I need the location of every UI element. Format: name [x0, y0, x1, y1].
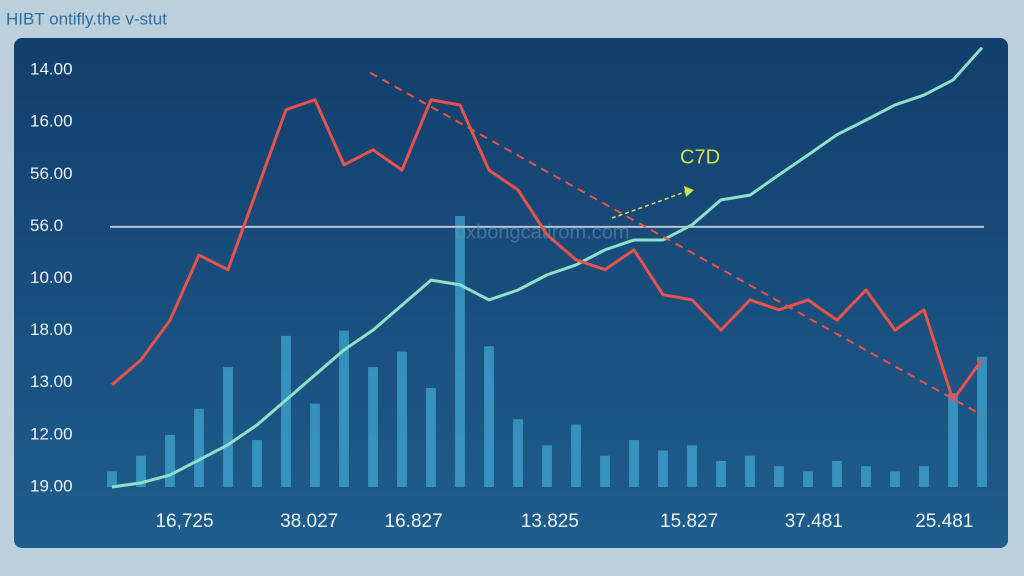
bar — [861, 466, 871, 487]
line — [111, 46, 984, 489]
annotation: C7D — [680, 146, 720, 168]
bar — [484, 346, 494, 487]
x-tick-label: 16,725 — [155, 511, 213, 532]
y-tick-label: 18.00 — [30, 320, 73, 339]
line — [111, 98, 984, 402]
bar — [194, 408, 204, 487]
y-tick-label: 10.00 — [30, 268, 73, 287]
bar — [455, 215, 465, 488]
bar — [948, 393, 958, 487]
bar — [629, 440, 639, 487]
bar — [107, 471, 117, 487]
bar — [600, 455, 610, 487]
bar — [977, 356, 987, 487]
bar — [426, 387, 436, 487]
chart-title: HIBT ontifly.the v-stut — [6, 9, 167, 28]
bar — [513, 419, 523, 487]
bar — [252, 440, 262, 487]
bar — [774, 466, 784, 487]
bar — [571, 424, 581, 487]
bar — [803, 471, 813, 487]
y-tick-label: 13.00 — [30, 372, 73, 391]
y-tick-label: 12.00 — [30, 424, 73, 443]
bar — [542, 445, 552, 487]
bar — [136, 455, 146, 487]
x-tick-label: 15.827 — [660, 511, 718, 532]
x-tick-label: 25.481 — [915, 511, 973, 532]
arrow-head — [684, 186, 694, 197]
trend-line — [369, 71, 983, 416]
x-tick-label: 16.827 — [385, 511, 443, 532]
bar — [745, 455, 755, 487]
bar — [832, 460, 842, 487]
bar — [310, 403, 320, 487]
y-tick-label: 56.00 — [30, 164, 73, 183]
x-tick-label: 13.825 — [521, 511, 579, 532]
bar — [919, 466, 929, 487]
bar — [368, 367, 378, 487]
y-tick-label: 19.00 — [30, 476, 73, 495]
bar — [165, 434, 175, 487]
bar — [397, 351, 407, 487]
bar — [281, 335, 291, 487]
y-tick-label: 14.00 — [30, 60, 73, 79]
bar — [687, 445, 697, 487]
x-tick-label: 38.027 — [280, 511, 338, 532]
x-tick-label: 37.481 — [785, 511, 843, 532]
bar — [223, 367, 233, 487]
y-tick-label: 56.0 — [30, 216, 63, 235]
annotation-arrow — [611, 189, 691, 219]
y-tick-label: 16.00 — [30, 112, 73, 131]
watermark: oxbongcatirom.com — [455, 221, 630, 243]
bar — [716, 460, 726, 487]
bar — [658, 450, 668, 487]
bar — [890, 471, 900, 487]
bar — [339, 330, 349, 487]
